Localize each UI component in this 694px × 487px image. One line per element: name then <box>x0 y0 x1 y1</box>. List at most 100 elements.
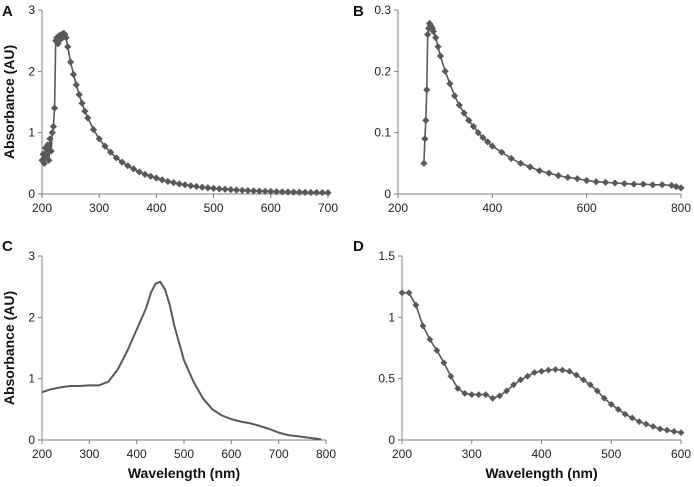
data-point-b <box>658 181 666 189</box>
y-tick-label-a: 2 <box>28 64 35 78</box>
data-point-b <box>479 133 487 142</box>
panel-d: D 0 0.5 1 1.5 200 300 400 500 600 Wavelength (nm) <box>353 238 691 481</box>
data-point-a <box>284 188 292 196</box>
data-point-d <box>559 366 566 374</box>
data-point-d <box>398 289 406 297</box>
data-point-b <box>488 142 496 150</box>
data-point-d <box>538 367 545 375</box>
y-tick-label-b: 0.1 <box>374 126 391 140</box>
data-point-d <box>489 394 497 402</box>
data-point-d <box>496 392 504 400</box>
data-point-a <box>152 174 160 182</box>
data-point-a <box>124 162 132 170</box>
data-point-b <box>432 34 440 42</box>
data-point-d <box>614 405 622 413</box>
x-tick-label-d: 400 <box>531 447 551 461</box>
x-tick-label-a: 700 <box>318 201 338 215</box>
panel-label-b: B <box>353 3 364 20</box>
data-point-a <box>324 189 332 197</box>
x-tick-label-b: 200 <box>388 201 408 215</box>
y-tick-label-a: 1 <box>28 126 35 140</box>
y-tick-label-c: 1 <box>28 372 35 386</box>
y-tick-label-a: 0 <box>28 187 35 201</box>
data-point-b <box>639 180 647 188</box>
data-point-b <box>428 24 437 32</box>
data-point-a <box>158 176 166 184</box>
data-point-a <box>272 188 281 196</box>
x-tick-label-d: 300 <box>462 447 482 461</box>
data-point-d <box>475 391 483 399</box>
data-point-d <box>447 372 455 380</box>
data-point-b <box>526 163 534 171</box>
data-point-a <box>135 168 143 176</box>
data-point-d <box>454 385 462 392</box>
x-axis-label-d: Wavelength (nm) <box>485 465 597 481</box>
data-point-a <box>48 129 56 137</box>
data-point-d <box>412 301 420 309</box>
x-tick-label-d: 500 <box>601 447 621 461</box>
x-tick-label-b: 600 <box>577 201 597 215</box>
data-point-d <box>600 394 608 402</box>
y-tick-label-d: 0.5 <box>378 372 395 386</box>
data-point-d <box>531 369 538 376</box>
panel-b: B 0 0.1 0.2 0.3 200 400 600 800 <box>353 3 691 215</box>
data-point-a <box>198 183 206 191</box>
series-line-b <box>423 22 682 189</box>
x-tick-label-c: 500 <box>174 447 194 461</box>
data-point-b <box>498 148 506 156</box>
data-point-a <box>250 187 258 195</box>
data-point-a <box>141 170 149 178</box>
x-tick-label-c: 200 <box>32 447 52 461</box>
x-tick-label-c: 600 <box>221 447 241 461</box>
data-point-a <box>295 188 303 196</box>
data-point-a <box>261 187 269 195</box>
data-point-a <box>255 187 263 195</box>
data-point-a <box>164 177 172 186</box>
data-point-d <box>468 391 476 399</box>
x-tick-label-b: 800 <box>671 201 691 215</box>
y-tick-label-d: 0 <box>388 433 395 447</box>
data-point-b <box>583 176 591 185</box>
data-point-b <box>672 183 680 191</box>
data-point-a <box>107 148 115 156</box>
data-point-d <box>579 376 587 384</box>
series-line-c <box>41 280 322 441</box>
data-point-b <box>474 129 482 137</box>
data-point-b <box>564 173 572 182</box>
data-point-a <box>49 122 58 131</box>
data-point-a <box>244 187 252 195</box>
data-point-a <box>75 91 83 99</box>
data-point-b <box>424 30 432 39</box>
x-tick-label-a: 200 <box>32 201 52 215</box>
x-tick-label-b: 400 <box>482 201 502 215</box>
data-point-a <box>69 70 78 78</box>
data-point-b <box>620 179 628 188</box>
y-tick-label-d: 1 <box>388 310 395 324</box>
x-axis-label-c: Wavelength (nm) <box>128 465 240 481</box>
data-point-b <box>667 181 676 190</box>
x-tick-label-d: 600 <box>671 447 691 461</box>
data-point-a <box>84 114 92 122</box>
panel-label-c: C <box>2 238 13 255</box>
data-point-d <box>405 289 413 297</box>
data-point-a <box>72 81 80 89</box>
y-tick-label-c: 2 <box>28 310 35 324</box>
x-tick-label-c: 800 <box>316 447 336 461</box>
data-point-d <box>503 387 511 395</box>
data-point-b <box>554 172 562 180</box>
x-tick-label-c: 300 <box>79 447 99 461</box>
data-point-d <box>649 423 657 430</box>
data-point-d <box>593 387 601 395</box>
x-tick-label-a: 300 <box>89 201 109 215</box>
data-point-d <box>635 418 643 425</box>
data-point-d <box>663 426 671 434</box>
x-tick-label-a: 500 <box>204 201 224 215</box>
data-point-a <box>175 180 183 188</box>
data-point-a <box>89 126 98 134</box>
data-point-d <box>607 401 615 408</box>
data-point-d <box>670 428 678 435</box>
data-point-a <box>45 156 53 164</box>
data-point-b <box>484 138 492 146</box>
data-point-a <box>181 181 189 189</box>
y-tick-label-b: 0.2 <box>374 64 391 78</box>
